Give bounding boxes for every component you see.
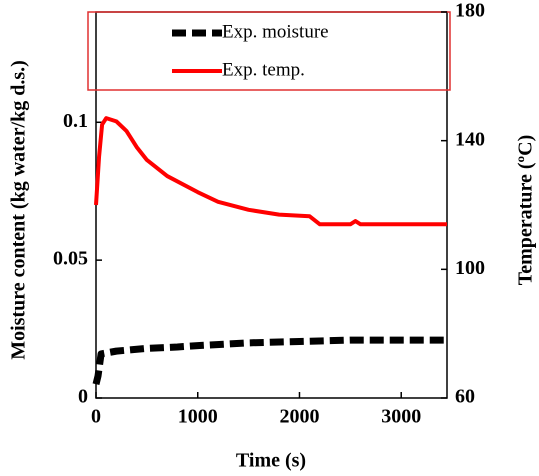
y-axis-title: Moisture content (kg water/kg d.s.) — [8, 60, 30, 360]
y2-tick-label: 180 — [455, 0, 485, 22]
y2-tick-label: 140 — [455, 128, 485, 150]
legend-label: Exp. moisture — [222, 21, 329, 42]
y2-tick-label: 100 — [455, 257, 485, 279]
y2-tick-label: 60 — [455, 386, 475, 408]
y-tick-label: 0.05 — [53, 248, 88, 270]
x-tick-label: 0 — [91, 406, 101, 428]
x-tick-label: 2000 — [279, 406, 319, 428]
legend-box — [87, 11, 451, 91]
series-line — [94, 116, 447, 227]
series-line — [92, 336, 447, 386]
x-tick-label: 3000 — [381, 406, 421, 428]
x-axis-title: Time (s) — [236, 450, 306, 472]
legend-label: Exp. temp. — [222, 59, 305, 80]
y2-axis-title: Temperature (ºC) — [515, 135, 537, 285]
y-tick-label: 0.1 — [63, 110, 88, 132]
y-tick-label: 0 — [78, 386, 88, 408]
x-tick-label: 1000 — [178, 406, 218, 428]
